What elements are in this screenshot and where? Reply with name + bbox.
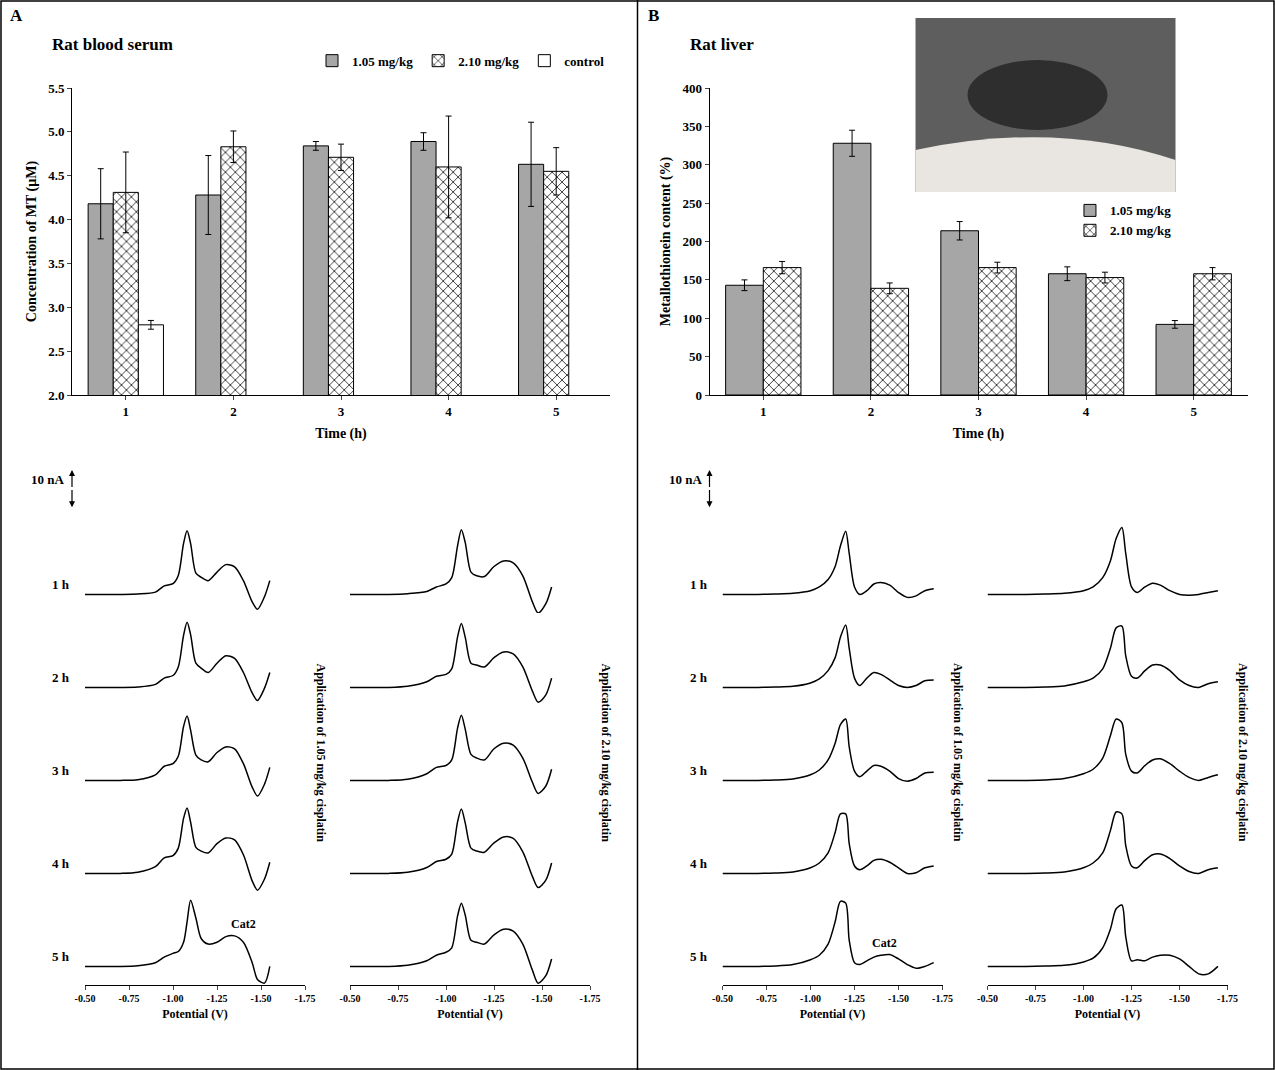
svg-text:1.05 mg/kg: 1.05 mg/kg [1110,203,1171,218]
svg-text:-1.25: -1.25 [844,993,865,1004]
svg-text:-1.00: -1.00 [436,993,457,1004]
svg-text:4 h: 4 h [690,856,708,871]
svg-text:Rat blood serum: Rat blood serum [52,35,173,54]
svg-text:400: 400 [682,81,702,96]
svg-text:-1.25: -1.25 [1121,993,1142,1004]
svg-text:-1.50: -1.50 [1169,993,1190,1004]
svg-text:Application of 1.05 mg/kg cisp: Application of 1.05 mg/kg cisplatin [314,664,328,843]
svg-text:-1.50: -1.50 [888,993,909,1004]
svg-text:Concentration of MT (µM): Concentration of MT (µM) [24,160,40,322]
svg-text:1 h: 1 h [690,577,708,592]
svg-text:2.10 mg/kg: 2.10 mg/kg [1110,223,1171,238]
svg-text:5.0: 5.0 [48,124,64,139]
svg-text:4 h: 4 h [52,856,70,871]
svg-text:-0.75: -0.75 [119,993,140,1004]
svg-text:-1.75: -1.75 [295,993,316,1004]
svg-text:Potential (V): Potential (V) [437,1007,503,1021]
svg-text:Rat liver: Rat liver [690,35,754,54]
svg-text:3.0: 3.0 [48,300,64,315]
svg-text:-1.50: -1.50 [532,993,553,1004]
svg-text:Potential (V): Potential (V) [162,1007,228,1021]
svg-text:-1.00: -1.00 [163,993,184,1004]
svg-text:Application of 2.10 mg/kg cisp: Application of 2.10 mg/kg cisplatin [599,664,613,843]
svg-text:Time (h): Time (h) [953,426,1005,442]
svg-text:1 h: 1 h [52,577,70,592]
svg-text:-1.00: -1.00 [800,993,821,1004]
svg-text:Application of 2.10 mg/kg cisp: Application of 2.10 mg/kg cisplatin [1236,663,1250,842]
svg-text:50: 50 [689,349,702,364]
svg-text:Potential (V): Potential (V) [1075,1007,1141,1021]
svg-text:200: 200 [682,234,702,249]
svg-text:-0.50: -0.50 [340,993,361,1004]
svg-text:-0.75: -0.75 [388,993,409,1004]
svg-text:4.0: 4.0 [48,212,64,227]
svg-text:4: 4 [445,404,452,419]
svg-text:3 h: 3 h [52,763,70,778]
svg-text:300: 300 [682,157,702,172]
svg-text:Cat2: Cat2 [231,917,256,931]
svg-text:2.0: 2.0 [48,388,64,403]
svg-text:3: 3 [338,404,345,419]
svg-text:4: 4 [1083,404,1090,419]
svg-text:5 h: 5 h [690,949,708,964]
svg-text:A: A [10,6,23,25]
svg-text:control: control [564,54,604,69]
svg-text:-1.25: -1.25 [207,993,228,1004]
svg-text:Metallothionein content (%): Metallothionein content (%) [658,156,674,326]
svg-text:-0.75: -0.75 [756,993,777,1004]
svg-text:-1.75: -1.75 [1217,993,1238,1004]
svg-text:-0.50: -0.50 [712,993,733,1004]
svg-text:100: 100 [682,311,702,326]
svg-text:-0.50: -0.50 [75,993,96,1004]
svg-text:1: 1 [123,404,130,419]
svg-text:1.05 mg/kg: 1.05 mg/kg [352,54,413,69]
svg-text:3: 3 [975,404,982,419]
svg-text:5: 5 [553,404,560,419]
svg-text:4.5: 4.5 [48,168,65,183]
svg-text:3 h: 3 h [690,763,708,778]
svg-text:3.5: 3.5 [48,256,65,271]
svg-text:2: 2 [868,404,875,419]
svg-text:Time (h): Time (h) [315,426,367,442]
svg-text:-1.50: -1.50 [251,993,272,1004]
svg-text:350: 350 [682,119,702,134]
svg-text:5 h: 5 h [52,949,70,964]
svg-text:Application of 1.05 mg/kg cisp: Application of 1.05 mg/kg cisplatin [951,663,965,842]
svg-text:2.10 mg/kg: 2.10 mg/kg [458,54,519,69]
svg-text:10 nA: 10 nA [669,472,702,487]
svg-text:Cat2: Cat2 [872,936,897,950]
svg-text:10 nA: 10 nA [31,472,64,487]
svg-text:1: 1 [760,404,767,419]
svg-text:2: 2 [230,404,237,419]
svg-text:-0.75: -0.75 [1025,993,1046,1004]
svg-text:-1.25: -1.25 [484,993,505,1004]
svg-text:2.5: 2.5 [48,344,65,359]
svg-text:0: 0 [695,388,702,403]
svg-text:B: B [648,6,659,25]
svg-text:-1.75: -1.75 [580,993,601,1004]
svg-text:2 h: 2 h [52,670,70,685]
svg-text:-1.75: -1.75 [932,993,953,1004]
svg-text:5.5: 5.5 [48,81,65,96]
svg-text:-1.00: -1.00 [1073,993,1094,1004]
svg-text:250: 250 [682,196,702,211]
svg-text:-0.50: -0.50 [977,993,998,1004]
svg-text:5: 5 [1190,404,1197,419]
svg-text:Potential (V): Potential (V) [800,1007,866,1021]
svg-text:150: 150 [682,272,702,287]
svg-text:2 h: 2 h [690,670,708,685]
